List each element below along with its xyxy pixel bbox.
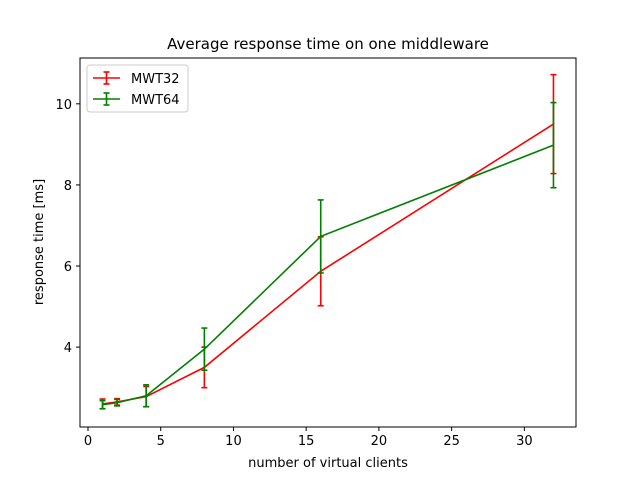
y-axis-ticks: 4 6 8 10 xyxy=(55,98,80,356)
x-tick-label: 5 xyxy=(157,434,165,449)
y-tick-label: 4 xyxy=(64,341,72,356)
series-line xyxy=(102,144,554,406)
x-tick-label: 0 xyxy=(84,434,92,449)
legend-entry: MWT64 xyxy=(93,92,180,108)
legend-box xyxy=(86,64,189,113)
legend-label: MWT64 xyxy=(131,93,180,108)
legend-label: MWT32 xyxy=(131,72,180,87)
x-tick-label: 20 xyxy=(371,434,388,449)
legend: MWT32 MWT64 xyxy=(86,64,189,113)
y-tick-label: 10 xyxy=(55,98,72,113)
y-tick-label: 8 xyxy=(64,179,72,194)
error-bar xyxy=(99,399,106,410)
error-bar xyxy=(201,327,208,372)
x-tick-label: 15 xyxy=(298,434,315,449)
x-axis-ticks: 0 5 10 15 20 25 30 xyxy=(84,427,533,449)
chart-title: Average response time on one middleware xyxy=(167,35,489,53)
axes-frame xyxy=(79,57,577,428)
series-mwt64 xyxy=(99,101,557,410)
y-tick-label: 6 xyxy=(64,260,72,275)
legend-entry: MWT32 xyxy=(93,71,180,87)
x-axis-label: number of virtual clients xyxy=(248,456,408,471)
series-line xyxy=(102,123,554,405)
x-tick-label: 25 xyxy=(443,434,460,449)
error-bar xyxy=(550,101,557,189)
error-bar xyxy=(143,384,150,408)
x-tick-label: 30 xyxy=(516,434,533,449)
plot-area xyxy=(99,73,557,410)
error-bar xyxy=(114,398,121,407)
error-bar xyxy=(317,199,324,274)
series-mwt32 xyxy=(99,73,557,410)
x-tick-label: 10 xyxy=(225,434,242,449)
y-axis-label: response time [ms] xyxy=(32,179,47,305)
